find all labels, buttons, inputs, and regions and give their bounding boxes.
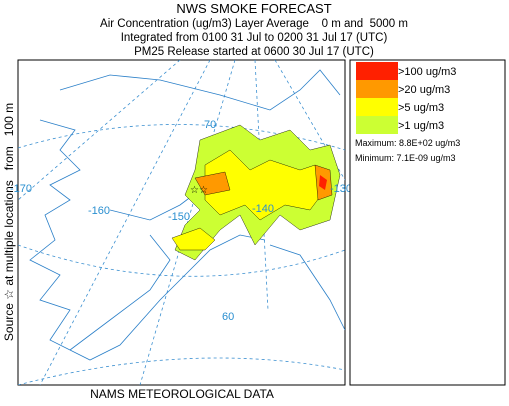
legend-swatch [356, 98, 398, 116]
subtitle: PM25 Release started at 0600 30 Jul 17 (… [134, 46, 374, 58]
lat-line [18, 357, 345, 385]
grid-label: -170 [10, 183, 32, 195]
grid-label: -130 [330, 183, 352, 195]
subtitle: Air Concentration (ug/m3) Layer Average … [100, 18, 408, 30]
title: NWS SMOKE FORECAST [176, 1, 331, 16]
grid-label: 70 [204, 119, 216, 131]
legend: Maximum: 8.8E+02 ug/m3 Minimum: 7.1E-09 … [349, 59, 506, 386]
grid-label: 60 [222, 311, 234, 323]
legend-label: >1 ug/m3 [398, 120, 444, 132]
smoke-area [194, 171, 231, 196]
subtitle: Integrated from 0100 31 Jul to 0200 31 J… [121, 32, 388, 44]
legend-label: >100 ug/m3 [398, 66, 456, 78]
coastline [29, 69, 345, 361]
legend-swatch [356, 80, 398, 98]
footer: NAMS METEOROLOGICAL DATA [90, 387, 274, 401]
grid-label: -160 [88, 205, 110, 217]
grid-label: -140 [252, 203, 274, 215]
smoke-area [171, 227, 216, 251]
legend-label: >5 ug/m3 [398, 102, 444, 114]
legend-min: Minimum: 7.1E-09 ug/m3 [355, 153, 456, 163]
smoke-area [204, 149, 326, 221]
grid-label: -150 [168, 211, 190, 223]
legend-label: >20 ug/m3 [398, 84, 450, 96]
lon-line [39, 60, 211, 385]
legend-swatch [356, 62, 398, 80]
source-star: ☆☆ [190, 185, 208, 196]
side-label: Source ☆ at multiple locations from 100 … [2, 103, 16, 341]
legend-max: Maximum: 8.8E+02 ug/m3 [355, 138, 460, 148]
lat-line [18, 244, 345, 277]
legend-swatch [356, 116, 398, 134]
map: ☆☆ -170 -160 -150 -140 -130 70 60 [10, 59, 352, 386]
lat-line [18, 124, 345, 151]
smoke-area [319, 175, 327, 190]
